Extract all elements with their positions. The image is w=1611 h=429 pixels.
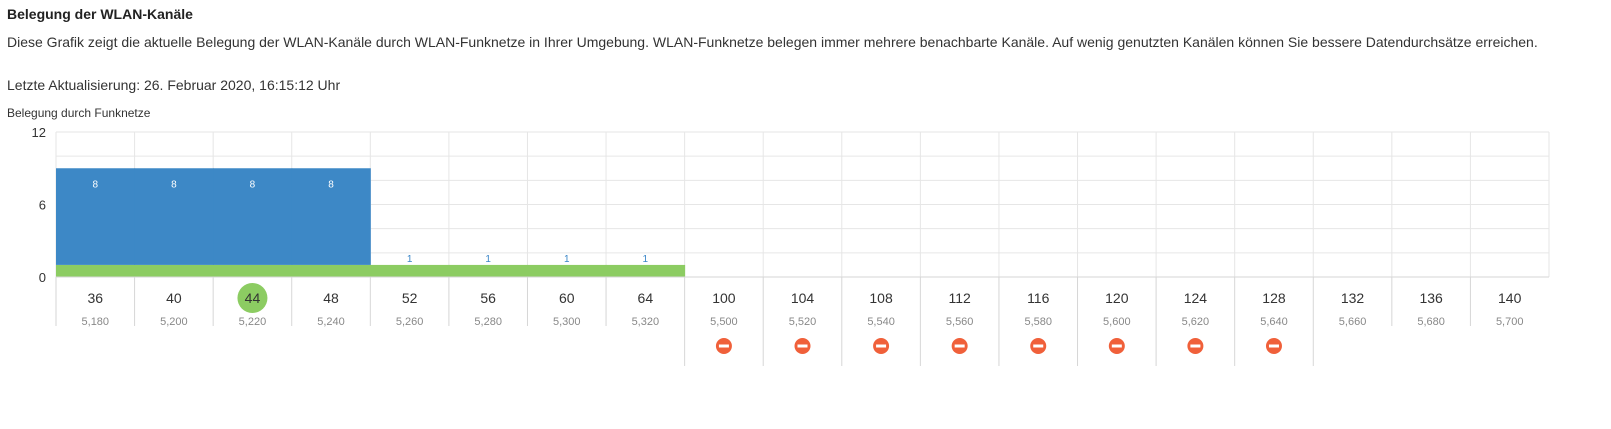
blocked-icon-bar [1033, 344, 1044, 348]
frequency-label: 5,680 [1417, 316, 1445, 328]
page-title: Belegung der WLAN-Kanäle [7, 6, 193, 22]
data-label: 1 [485, 254, 491, 265]
bar-segment-top [213, 168, 293, 265]
channel-label: 40 [166, 290, 182, 306]
bar-segment-top [56, 168, 136, 265]
blocked-icon-bar [1111, 344, 1122, 348]
channel-label: 56 [480, 290, 496, 306]
data-label: 1 [564, 254, 570, 265]
frequency-label: 5,260 [396, 316, 424, 328]
frequency-label: 5,200 [160, 316, 188, 328]
data-label: 1 [643, 254, 649, 265]
last-update-text: Letzte Aktualisierung: 26. Februar 2020,… [7, 77, 341, 93]
data-label: 1 [407, 254, 413, 265]
data-label: 8 [328, 179, 334, 190]
frequency-label: 5,180 [82, 316, 110, 328]
channel-label: 36 [88, 290, 104, 306]
bar-segment-top [291, 168, 371, 265]
frequency-label: 5,220 [239, 316, 267, 328]
channel-label: 128 [1262, 290, 1286, 306]
blocked-icon-bar [718, 344, 729, 348]
y-tick-label: 12 [32, 125, 46, 140]
bar-segment-base [606, 264, 686, 277]
frequency-label: 5,660 [1339, 316, 1367, 328]
frequency-label: 5,700 [1496, 316, 1524, 328]
frequency-label: 5,500 [710, 316, 738, 328]
channel-label: 120 [1105, 290, 1129, 306]
blocked-icon-bar [1190, 344, 1201, 348]
bar-segment-base [527, 264, 607, 277]
y-tick-label: 0 [39, 270, 46, 285]
frequency-label: 5,520 [789, 316, 817, 328]
bar-segment-base [370, 264, 450, 277]
data-label: 8 [250, 179, 256, 190]
channel-label: 104 [791, 290, 815, 306]
frequency-label: 5,640 [1260, 316, 1288, 328]
chart-title: Belegung durch Funknetze [7, 106, 151, 120]
active-channel-marker [237, 283, 268, 313]
frequency-label: 5,300 [553, 316, 581, 328]
description-text: Diese Grafik zeigt die aktuelle Belegung… [7, 34, 1538, 50]
frequency-label: 5,560 [946, 316, 974, 328]
frequency-label: 5,280 [474, 316, 502, 328]
blocked-icon-bar [797, 344, 808, 348]
bar-segment-base [291, 264, 371, 277]
blocked-icon-bar [954, 344, 965, 348]
frequency-label: 5,620 [1182, 316, 1210, 328]
blocked-icon-bar [1268, 344, 1279, 348]
y-tick-label: 6 [39, 198, 46, 213]
channel-label: 64 [638, 290, 654, 306]
data-label: 8 [93, 179, 99, 190]
bar-segment-base [448, 264, 528, 277]
bar-segment-base [56, 264, 136, 277]
channel-label: 116 [1027, 290, 1050, 306]
frequency-label: 5,320 [632, 316, 660, 328]
channel-label: 136 [1419, 290, 1443, 306]
channel-label: 60 [559, 290, 575, 306]
bar-segment-top [134, 168, 214, 265]
channel-label: 100 [712, 290, 736, 306]
channel-label: 44 [245, 290, 261, 306]
channel-label: 124 [1184, 290, 1208, 306]
channel-label: 48 [323, 290, 339, 306]
channel-label: 108 [869, 290, 893, 306]
channel-label: 140 [1498, 290, 1522, 306]
frequency-label: 5,540 [867, 316, 895, 328]
bar-segment-base [134, 264, 214, 277]
channel-label: 52 [402, 290, 418, 306]
channel-label: 132 [1341, 290, 1365, 306]
blocked-icon-bar [876, 344, 887, 348]
frequency-label: 5,580 [1024, 316, 1052, 328]
channel-label: 112 [948, 290, 971, 306]
data-label: 8 [171, 179, 177, 190]
bar-segment-base [213, 264, 293, 277]
frequency-label: 5,240 [317, 316, 345, 328]
frequency-label: 5,600 [1103, 316, 1131, 328]
